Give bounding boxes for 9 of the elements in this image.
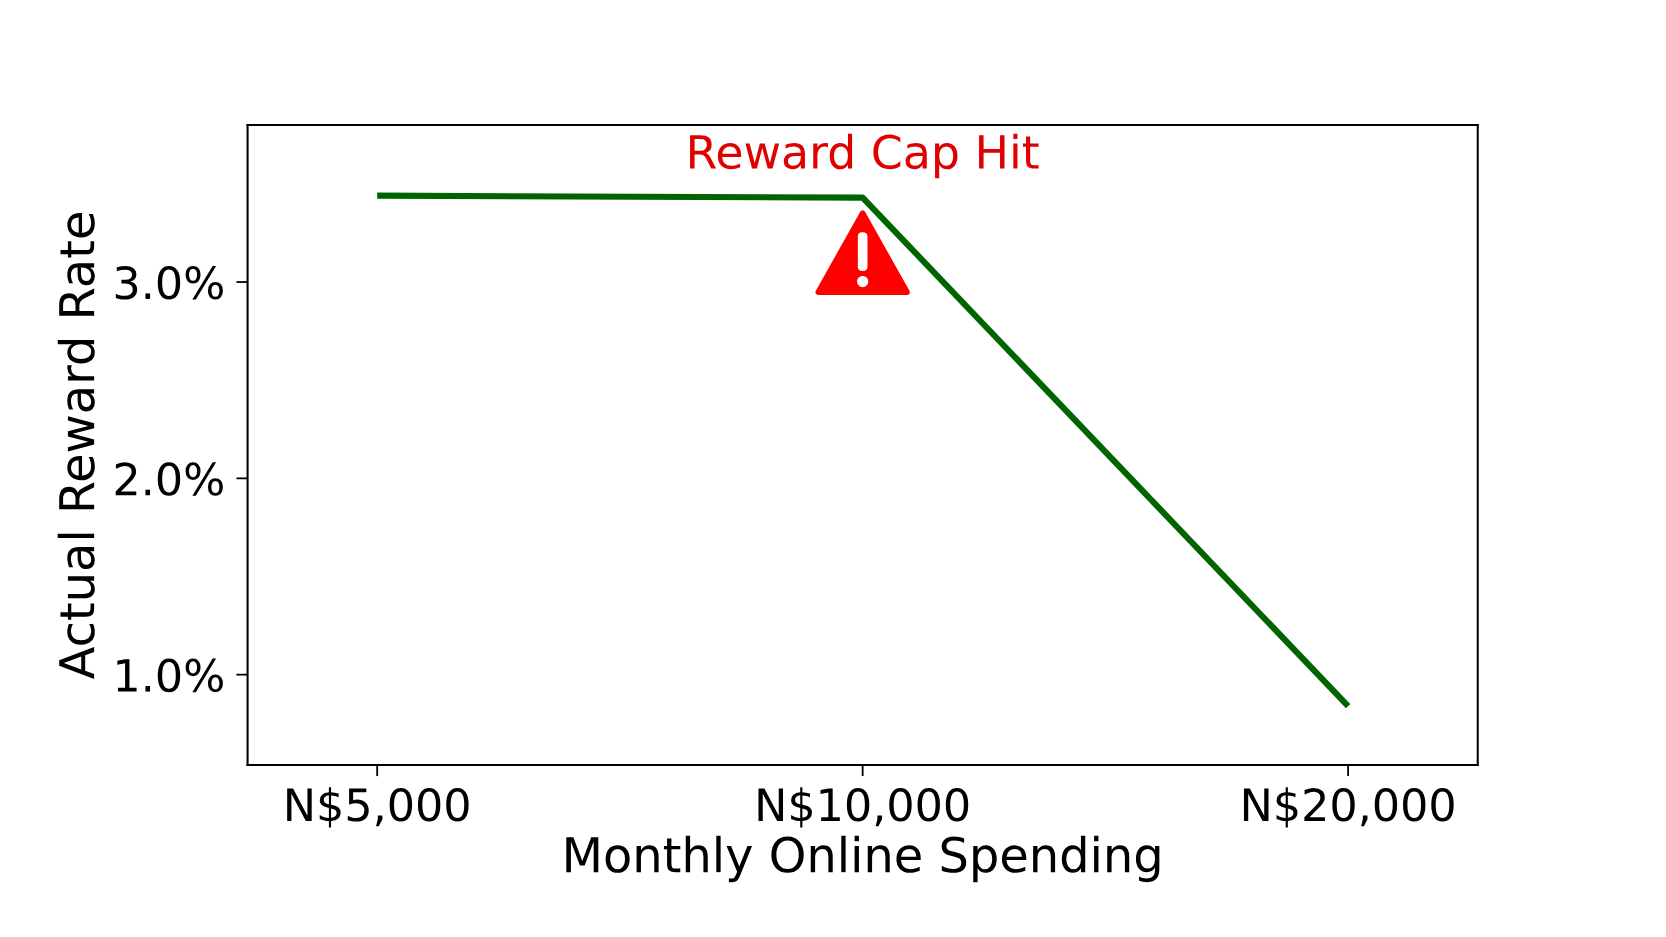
y-tick-label: 3.0%	[115, 265, 223, 300]
y-axis-title: Actual Reward Rate	[57, 213, 95, 680]
y-tick-label: 1.0%	[117, 658, 223, 693]
x-tick-label: N$5,000	[287, 787, 469, 828]
x-tick-label: N$10,000	[758, 787, 969, 828]
x-axis-title: Monthly Online Spending	[566, 835, 1160, 883]
x-tick-label: N$20,000	[1243, 787, 1454, 828]
y-tick-label: 2.0%	[115, 462, 223, 496]
annotation: Reward Cap Hit	[690, 133, 1039, 179]
